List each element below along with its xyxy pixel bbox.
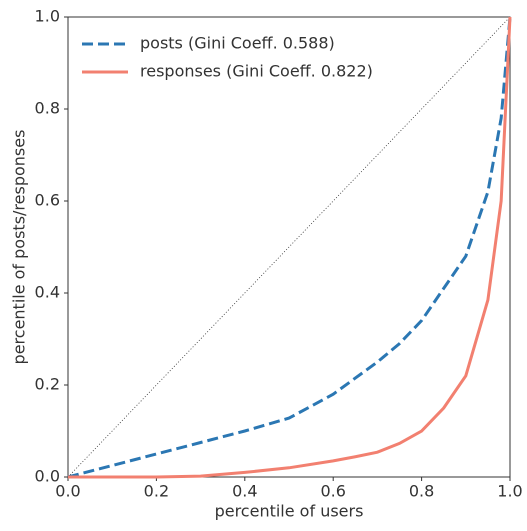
plot-frame (67, 16, 511, 478)
x-tick-label: 0.4 (232, 482, 257, 501)
x-tick-label: 0.0 (55, 482, 80, 501)
x-axis-label: percentile of users (215, 502, 364, 521)
x-tick-label: 1.0 (497, 482, 522, 501)
y-tick-label: 1.0 (35, 7, 60, 26)
series-line (67, 16, 512, 479)
x-tick-label: 0.6 (320, 482, 345, 501)
legend-label: responses (Gini Coeff. 0.822) (140, 62, 373, 81)
y-tick-label: 0.2 (35, 375, 60, 394)
y-axis-label: percentile of posts/responses (10, 130, 29, 365)
y-tick-label: 0.4 (35, 283, 60, 302)
y-tick-label: 0.0 (35, 467, 60, 486)
y-tick-label: 0.8 (35, 99, 60, 118)
legend-label: posts (Gini Coeff. 0.588) (140, 34, 335, 53)
x-tick-label: 0.8 (409, 482, 434, 501)
y-tick-label: 0.6 (35, 191, 60, 210)
x-tick-label: 0.2 (144, 482, 169, 501)
equality-line (67, 16, 511, 478)
series-line (68, 16, 512, 479)
